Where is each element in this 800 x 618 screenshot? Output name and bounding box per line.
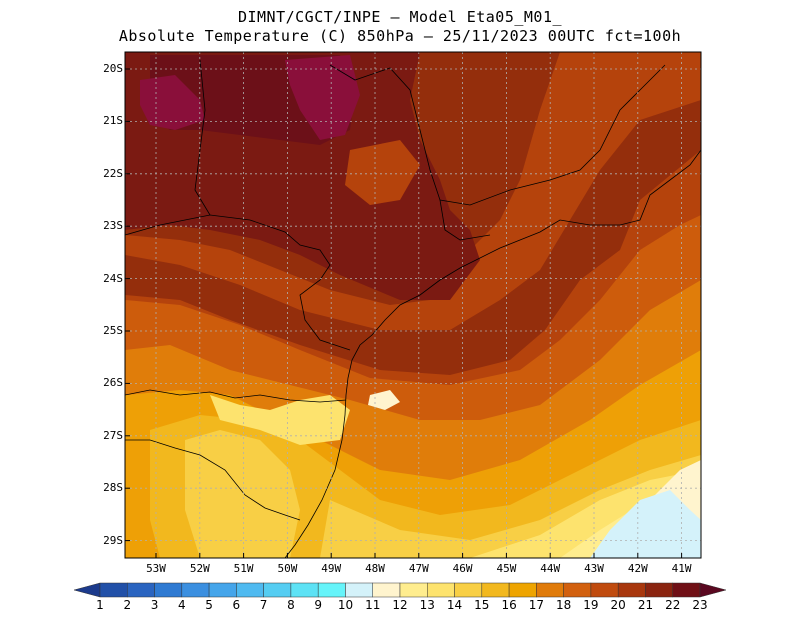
colorbar: [73, 582, 727, 598]
colorbar-level-label: 20: [610, 598, 626, 612]
lat-label: 23S: [103, 219, 123, 233]
lat-label: 27S: [103, 428, 123, 442]
lon-label: 52W: [189, 562, 210, 575]
colorbar-level-label: 14: [446, 598, 463, 612]
cool-pocket-center: [345, 140, 420, 205]
lat-label: 28S: [103, 481, 123, 495]
lon-label: 42W: [627, 562, 648, 575]
colorbar-swatch: [590, 582, 619, 598]
graticule: [125, 52, 701, 558]
colorbar-swatch: [481, 582, 510, 598]
colorbar-swatch: [236, 582, 264, 598]
lat-label: 20S: [103, 62, 123, 75]
lat-label: 21S: [103, 114, 123, 128]
isotherm-11-band: [590, 490, 701, 558]
lat-label: 22S: [103, 166, 123, 180]
colorbar-swatch: [372, 582, 401, 598]
isotherm-15-band: [185, 430, 300, 558]
cool-spot-coast: [368, 390, 400, 410]
colorbar-swatch: [563, 582, 592, 598]
boundaries: [124, 59, 702, 559]
lon-label: 51W: [233, 562, 254, 575]
lon-label: 49W: [321, 562, 342, 575]
lat-label: 29S: [103, 533, 123, 547]
lat-label: 24S: [103, 271, 123, 285]
lon-label: 53W: [146, 562, 166, 575]
temperature-field: [125, 52, 701, 558]
axis-ticks: [125, 68, 683, 558]
colorbar-level-label: 2: [123, 598, 132, 612]
colorbar-swatch: [208, 582, 237, 598]
colorbar-arrow-left: [73, 582, 101, 598]
lon-label: 43W: [584, 562, 604, 575]
colorbar-level-label: 6: [232, 598, 241, 612]
colorbar-level-label: 1: [96, 598, 104, 612]
colorbar-level-label: 19: [583, 598, 599, 612]
colorbar-swatch: [290, 582, 319, 598]
colorbar-swatch: [617, 582, 646, 598]
colorbar-level-label: 9: [314, 598, 322, 612]
state-border-6: [439, 199, 491, 241]
colorbar-level-label: 12: [392, 598, 408, 612]
chart-title-line-1: DIMNT/CGCT/INPE — Model Eta05_M01_: [237, 8, 563, 26]
colorbar-level-label: 23: [692, 598, 708, 612]
lon-label: 50W: [277, 562, 298, 575]
colorbar-swatch: [99, 582, 128, 598]
colorbar-swatch: [454, 582, 483, 598]
colorbar-level-label: 4: [177, 598, 186, 612]
colorbar-level-label: 17: [528, 598, 544, 612]
lon-label: 44W: [540, 562, 561, 575]
map-frame: [124, 51, 702, 559]
lat-label: 25S: [103, 324, 123, 337]
colorbar-swatch: [427, 582, 455, 598]
colorbar-swatch: [127, 582, 155, 598]
colorbar-swatch: [536, 582, 564, 598]
colorbar-swatch: [645, 582, 673, 598]
colorbar-level-label: 5: [205, 598, 213, 612]
lon-label: 46W: [452, 562, 473, 575]
isotherm-14-band: [210, 395, 350, 445]
colorbar-swatch: [317, 582, 346, 598]
lon-label: 47W: [408, 562, 429, 575]
colorbar-swatch: [181, 582, 210, 598]
lon-label: 45W: [496, 562, 517, 575]
colorbar-swatch: [263, 582, 292, 598]
colorbar-swatch: [399, 582, 428, 598]
colorbar-level-label: 18: [555, 598, 572, 612]
colorbar-level-label: 3: [150, 598, 159, 612]
colorbar-level-label: 8: [287, 598, 295, 612]
hot-spot-north-2: [285, 55, 360, 140]
colorbar-level-label: 15: [474, 598, 490, 612]
colorbar-level-label: 16: [501, 598, 517, 612]
coastline: [284, 149, 702, 559]
lon-label: 41W: [671, 562, 692, 575]
lon-label: 48W: [365, 562, 385, 575]
colorbar-swatch: [508, 582, 537, 598]
colorbar-swatch: [345, 582, 373, 598]
colorbar-level-label: 10: [337, 598, 354, 612]
colorbar-level-label: 7: [259, 598, 268, 612]
state-border-2: [124, 389, 347, 403]
chart-title-line-2: Absolute Temperature (C) 850hPa — 25/11/…: [118, 27, 682, 45]
lat-label: 26S: [103, 376, 123, 390]
colorbar-swatch: [672, 582, 701, 598]
colorbar-level-label: 11: [365, 598, 381, 612]
state-border-3: [125, 439, 301, 521]
colorbar-level-label: 21: [637, 598, 654, 612]
colorbar-level-label: 22: [665, 598, 681, 612]
colorbar-arrow-right: [699, 582, 727, 598]
colorbar-swatch: [154, 582, 183, 598]
state-border-5: [329, 64, 666, 206]
colorbar-level-label: 13: [419, 598, 435, 612]
